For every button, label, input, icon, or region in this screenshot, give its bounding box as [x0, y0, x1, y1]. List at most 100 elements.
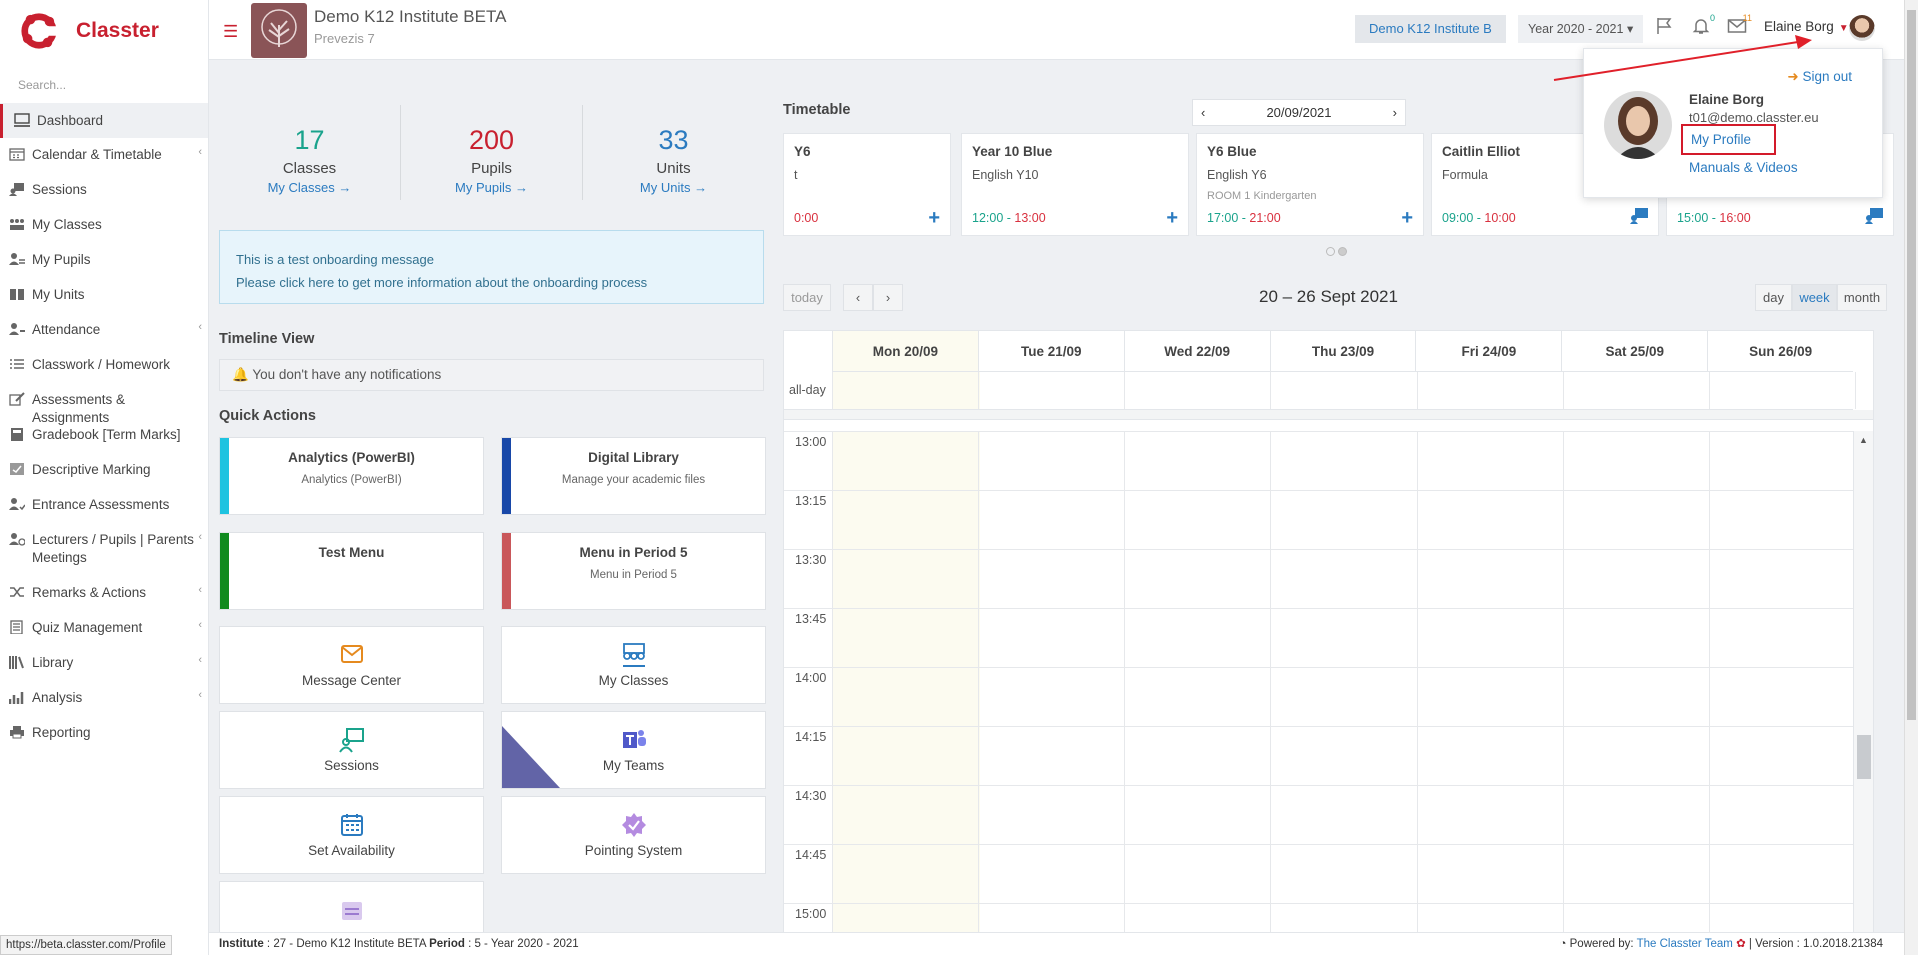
sidebar-item-classwork-homework[interactable]: Classwork / Homework: [0, 348, 208, 383]
add-icon[interactable]: +: [1166, 207, 1178, 229]
page-scrollbar[interactable]: [1904, 0, 1918, 955]
footer: Institute : 27 - Demo K12 Institute BETA…: [209, 932, 1918, 955]
timetable-card[interactable]: Y6 Blue English Y6 ROOM 1 Kindergarten 17:0…: [1196, 133, 1424, 236]
sidebar-item-calendar-timetable[interactable]: Calendar & Timetable ‹: [0, 138, 208, 173]
sidebar-item-my-units[interactable]: My Units: [0, 278, 208, 313]
chevron-left-icon: ‹: [198, 531, 202, 543]
sidebar-item-my-pupils[interactable]: My Pupils: [0, 243, 208, 278]
grid-column-line: [1708, 431, 1710, 954]
time-label: 13:15: [795, 494, 827, 508]
sidebar-item-entrance-assessments[interactable]: Entrance Assessments: [0, 488, 208, 523]
time-slot-row[interactable]: 15:00: [784, 903, 1853, 954]
next-week-button[interactable]: ›: [873, 284, 903, 311]
quick-action-tile[interactable]: My Teams: [501, 711, 766, 789]
quick-action-tile[interactable]: Sessions: [219, 711, 484, 789]
lesson-start: 12:00: [972, 211, 1004, 225]
time-slot-row[interactable]: 14:30: [784, 785, 1853, 844]
sidebar-item-attendance[interactable]: Attendance ‹: [0, 313, 208, 348]
time-slot-row[interactable]: 14:15: [784, 726, 1853, 785]
time-slot-row[interactable]: 13:15: [784, 490, 1853, 549]
page-scroll-thumb[interactable]: [1907, 10, 1916, 720]
chevron-left-icon[interactable]: ‹: [1201, 105, 1206, 120]
quick-action-card[interactable]: Menu in Period 5 Menu in Period 5: [501, 532, 766, 610]
envelope-icon[interactable]: 11: [1727, 13, 1752, 38]
allday-column-line: [1708, 372, 1710, 409]
chevron-left-icon: ‹: [198, 584, 202, 596]
institute-switch-button[interactable]: Demo K12 Institute B: [1355, 15, 1506, 43]
scroll-up-icon[interactable]: ▲: [1859, 435, 1868, 445]
add-icon[interactable]: +: [1401, 207, 1413, 229]
sidebar-item-lecturers-pupils-parents-meetings[interactable]: Lecturers / Pupils | Parents Meetings ‹: [0, 523, 208, 576]
lesson-end: 13:00: [1014, 211, 1046, 225]
quick-action-card[interactable]: Digital Library Manage your academic file…: [501, 437, 766, 515]
time-slot-row[interactable]: 13:30: [784, 549, 1853, 608]
classter-team-link[interactable]: The Classter Team: [1636, 938, 1733, 950]
quick-action-tile[interactable]: Message Center: [219, 626, 484, 704]
onboarding-link[interactable]: Please click here to get more informatio…: [236, 275, 648, 290]
sidebar-item-library[interactable]: Library ‹: [0, 646, 208, 681]
quick-action-tile[interactable]: My Classes: [501, 626, 766, 704]
lesson-class: Y6 Blue: [1207, 144, 1257, 159]
calendar-divider: [784, 410, 1873, 420]
time-slot-row[interactable]: 14:00: [784, 667, 1853, 726]
grid-column-line: [1270, 431, 1272, 954]
stat-link[interactable]: My Units →: [639, 180, 708, 195]
classter-logo-icon: [20, 12, 58, 50]
sidebar-item-analysis[interactable]: Analysis ‹: [0, 681, 208, 716]
carousel-dot[interactable]: [1338, 247, 1347, 256]
prev-week-button[interactable]: ‹: [843, 284, 873, 311]
today-allday-cell[interactable]: [832, 372, 980, 409]
sidebar-item-sessions[interactable]: Sessions: [0, 173, 208, 208]
time-grid[interactable]: 13:00 13:15 13:30 13:45 14:00 14:15 14:30 14:45…: [784, 431, 1856, 954]
sidebar-item-remarks-actions[interactable]: Remarks & Actions ‹: [0, 576, 208, 611]
sidebar-item-assessments-assignments[interactable]: Assessments & Assignments: [0, 383, 208, 425]
allday-label: all-day: [789, 383, 826, 397]
view-week-button[interactable]: week: [1792, 284, 1837, 311]
flag-icon[interactable]: [1655, 17, 1675, 38]
quick-action-card[interactable]: Test Menu: [219, 532, 484, 610]
allday-column-line: [1562, 372, 1564, 409]
calendar-icon: [220, 812, 483, 838]
timetable-card[interactable]: Year 10 Blue English Y10 12:00 - 13:00 +: [961, 133, 1189, 236]
year-select[interactable]: Year 2020 - 2021 ▾: [1518, 15, 1644, 43]
allday-column-line: [1855, 372, 1856, 409]
time-slot-row[interactable]: 13:00: [784, 431, 1853, 490]
view-month-button[interactable]: month: [1837, 284, 1887, 311]
sidebar-item-my-classes[interactable]: My Classes: [0, 208, 208, 243]
calendar-scrollbar[interactable]: ▲: [1853, 431, 1873, 954]
menu-toggle-icon[interactable]: ☰: [223, 22, 239, 41]
avatar[interactable]: [1849, 15, 1875, 41]
view-day-button[interactable]: day: [1755, 284, 1792, 311]
my-profile-link[interactable]: My Profile: [1681, 124, 1776, 155]
search-input[interactable]: Search...: [0, 62, 208, 104]
carousel-dot[interactable]: [1326, 247, 1335, 256]
add-icon[interactable]: +: [928, 207, 940, 229]
manuals-link[interactable]: Manuals & Videos: [1689, 160, 1798, 175]
online-session-icon[interactable]: [1630, 208, 1648, 227]
sidebar-item-dashboard[interactable]: Dashboard: [0, 104, 208, 138]
stat-link[interactable]: My Classes →: [267, 180, 352, 195]
today-button[interactable]: today: [783, 284, 831, 311]
user-menu[interactable]: Elaine Borg ▼: [1764, 19, 1849, 34]
logo[interactable]: Classter: [0, 0, 208, 62]
timetable-date[interactable]: 20/09/2021: [1266, 105, 1332, 120]
tile-label: Pointing System: [584, 843, 683, 858]
sidebar-item-reporting[interactable]: Reporting: [0, 716, 208, 751]
quick-action-card[interactable]: Analytics (PowerBI) Analytics (PowerBI): [219, 437, 484, 515]
time-slot-row[interactable]: 14:45: [784, 844, 1853, 903]
sidebar-item-quiz-management[interactable]: Quiz Management ‹: [0, 611, 208, 646]
stat-link[interactable]: My Pupils →: [455, 180, 528, 195]
bell-icon[interactable]: 0: [1692, 13, 1715, 38]
quick-actions-title: Quick Actions: [219, 408, 316, 424]
time-slot-row[interactable]: 13:45: [784, 608, 1853, 667]
calendar-scroll-thumb[interactable]: [1857, 735, 1871, 779]
quick-action-tile[interactable]: Set Availability: [219, 796, 484, 874]
online-session-icon[interactable]: [1865, 208, 1883, 227]
quick-action-tile[interactable]: Pointing System: [501, 796, 766, 874]
sidebar-item-descriptive-marking[interactable]: Descriptive Marking: [0, 453, 208, 488]
sign-out-link[interactable]: ➜ Sign out: [1787, 69, 1852, 85]
timetable-card[interactable]: Y6 t 0:00 +: [783, 133, 951, 236]
chevron-right-icon[interactable]: ›: [1392, 105, 1397, 120]
sidebar-item-gradebook-term-marks[interactable]: Gradebook [Term Marks]: [0, 418, 208, 453]
quiz-icon: [8, 620, 26, 634]
